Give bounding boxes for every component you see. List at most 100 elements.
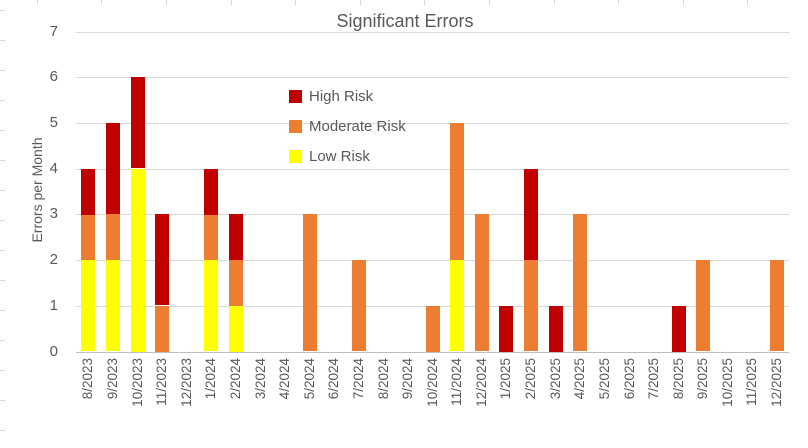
y-axis-tick-label: 3 [49, 205, 58, 222]
worksheet-row-gridline-stub [0, 190, 5, 191]
bar-segment [106, 260, 120, 351]
x-axis-label: 7/2024 [351, 358, 366, 400]
y-axis-tick-label: 1 [49, 297, 58, 314]
worksheet-row-gridline-stub [0, 70, 5, 71]
x-axis-label: 10/2024 [425, 358, 440, 407]
x-axis-line [76, 352, 790, 353]
x-axis-label: 6/2024 [326, 358, 341, 400]
worksheet-row-gridline-stub [0, 130, 5, 131]
x-axis-label: 10/2023 [130, 358, 145, 407]
legend-label-moderate-risk: Moderate Risk [309, 117, 406, 135]
legend: High Risk Moderate Risk Low Risk [289, 81, 406, 171]
y-axis-tick-label: 2 [49, 251, 58, 268]
worksheet-row-gridline-stub [0, 340, 5, 341]
gridline [76, 123, 790, 124]
worksheet-column-gridline-stub [683, 0, 684, 5]
x-axis-label: 4/2024 [277, 358, 292, 400]
worksheet-column-gridline-stub [360, 0, 361, 5]
x-axis-label: 4/2025 [572, 358, 587, 400]
bar-segment [106, 123, 120, 214]
bar-segment [106, 214, 120, 260]
x-axis-label: 8/2023 [80, 358, 95, 400]
worksheet-column-gridline-stub [618, 0, 619, 5]
bar-segment [204, 214, 218, 260]
bar-segment [450, 260, 464, 351]
worksheet-row-gridline-stub [0, 100, 5, 101]
worksheet-row-gridline-stub [0, 220, 5, 221]
bar-segment [524, 169, 538, 260]
worksheet-row-gridline-stub [0, 40, 5, 41]
bar-segment [131, 169, 145, 352]
x-axis-label: 8/2024 [376, 358, 391, 400]
x-axis-label: 11/2024 [449, 358, 464, 406]
gridline [76, 77, 790, 78]
worksheet-column-gridline-stub [295, 0, 296, 5]
worksheet-column-gridline-stub [231, 0, 232, 5]
gridline [76, 214, 790, 215]
x-axis-label: 12/2024 [474, 358, 489, 407]
x-axis-label: 8/2025 [671, 358, 686, 400]
bar-segment [450, 123, 464, 260]
worksheet-column-gridline-stub [424, 0, 425, 5]
legend-swatch-moderate-risk [289, 119, 302, 133]
worksheet-row-gridline-stub [0, 310, 5, 311]
legend-item-moderate-risk: Moderate Risk [289, 111, 406, 141]
x-axis-label: 12/2023 [179, 358, 194, 407]
x-axis-label: 5/2025 [597, 358, 612, 400]
x-axis-label: 5/2024 [302, 358, 317, 400]
x-axis-label: 7/2025 [646, 358, 661, 400]
bar-segment [229, 306, 243, 352]
bar-segment [352, 260, 366, 351]
worksheet-row-gridline-stub [0, 160, 5, 161]
worksheet-column-gridline-stub [101, 0, 102, 5]
y-axis-tick-label: 4 [49, 160, 58, 177]
y-axis-tick-label: 6 [49, 68, 58, 85]
worksheet-column-gridline-stub [554, 0, 555, 5]
bar-segment [81, 214, 95, 260]
y-axis-tick-label: 5 [49, 114, 58, 131]
bar-segment [229, 260, 243, 306]
bar-segment [155, 214, 169, 305]
worksheet-column-gridline-stub [747, 0, 748, 5]
x-axis-label: 12/2025 [769, 358, 784, 407]
x-axis-label: 1/2025 [498, 358, 513, 400]
x-axis-label: 9/2025 [695, 358, 710, 400]
legend-item-high-risk: High Risk [289, 81, 406, 111]
x-axis-label: 2/2025 [523, 358, 538, 400]
bar-segment [81, 169, 95, 215]
bar-segment [303, 214, 317, 351]
x-axis-label: 6/2025 [622, 358, 637, 400]
bar-segment [672, 306, 686, 352]
gridline [76, 260, 790, 261]
x-axis-label: 9/2024 [400, 358, 415, 400]
bar-segment [499, 306, 513, 352]
y-axis-tick-label: 0 [49, 343, 58, 360]
bar-segment [475, 214, 489, 351]
legend-label-high-risk: High Risk [309, 87, 374, 105]
worksheet-column-gridline-stub [489, 0, 490, 5]
bar-segment [204, 260, 218, 351]
bar-segment [573, 214, 587, 351]
bar-segment [155, 306, 169, 352]
bar-segment [696, 260, 710, 351]
legend-label-low-risk: Low Risk [309, 147, 370, 165]
y-axis-tick-label: 7 [49, 23, 58, 40]
bar-segment [229, 214, 243, 260]
x-axis-label: 1/2024 [203, 358, 218, 400]
x-axis-label: 11/2025 [744, 358, 759, 406]
worksheet-row-gridline-stub [0, 430, 5, 431]
x-axis-label: 10/2025 [720, 358, 735, 407]
worksheet-row-gridline-stub [0, 250, 5, 251]
bar-segment [524, 260, 538, 351]
x-axis-label: 9/2023 [105, 358, 120, 400]
bar-segment [770, 260, 784, 351]
x-axis-label: 11/2023 [154, 358, 169, 406]
gridline [76, 169, 790, 170]
worksheet-row-gridline-stub [0, 400, 5, 401]
legend-item-low-risk: Low Risk [289, 141, 406, 171]
bar-segment [204, 169, 218, 215]
gridline [76, 32, 790, 33]
bar-segment [549, 306, 563, 352]
worksheet-row-gridline-stub [0, 370, 5, 371]
